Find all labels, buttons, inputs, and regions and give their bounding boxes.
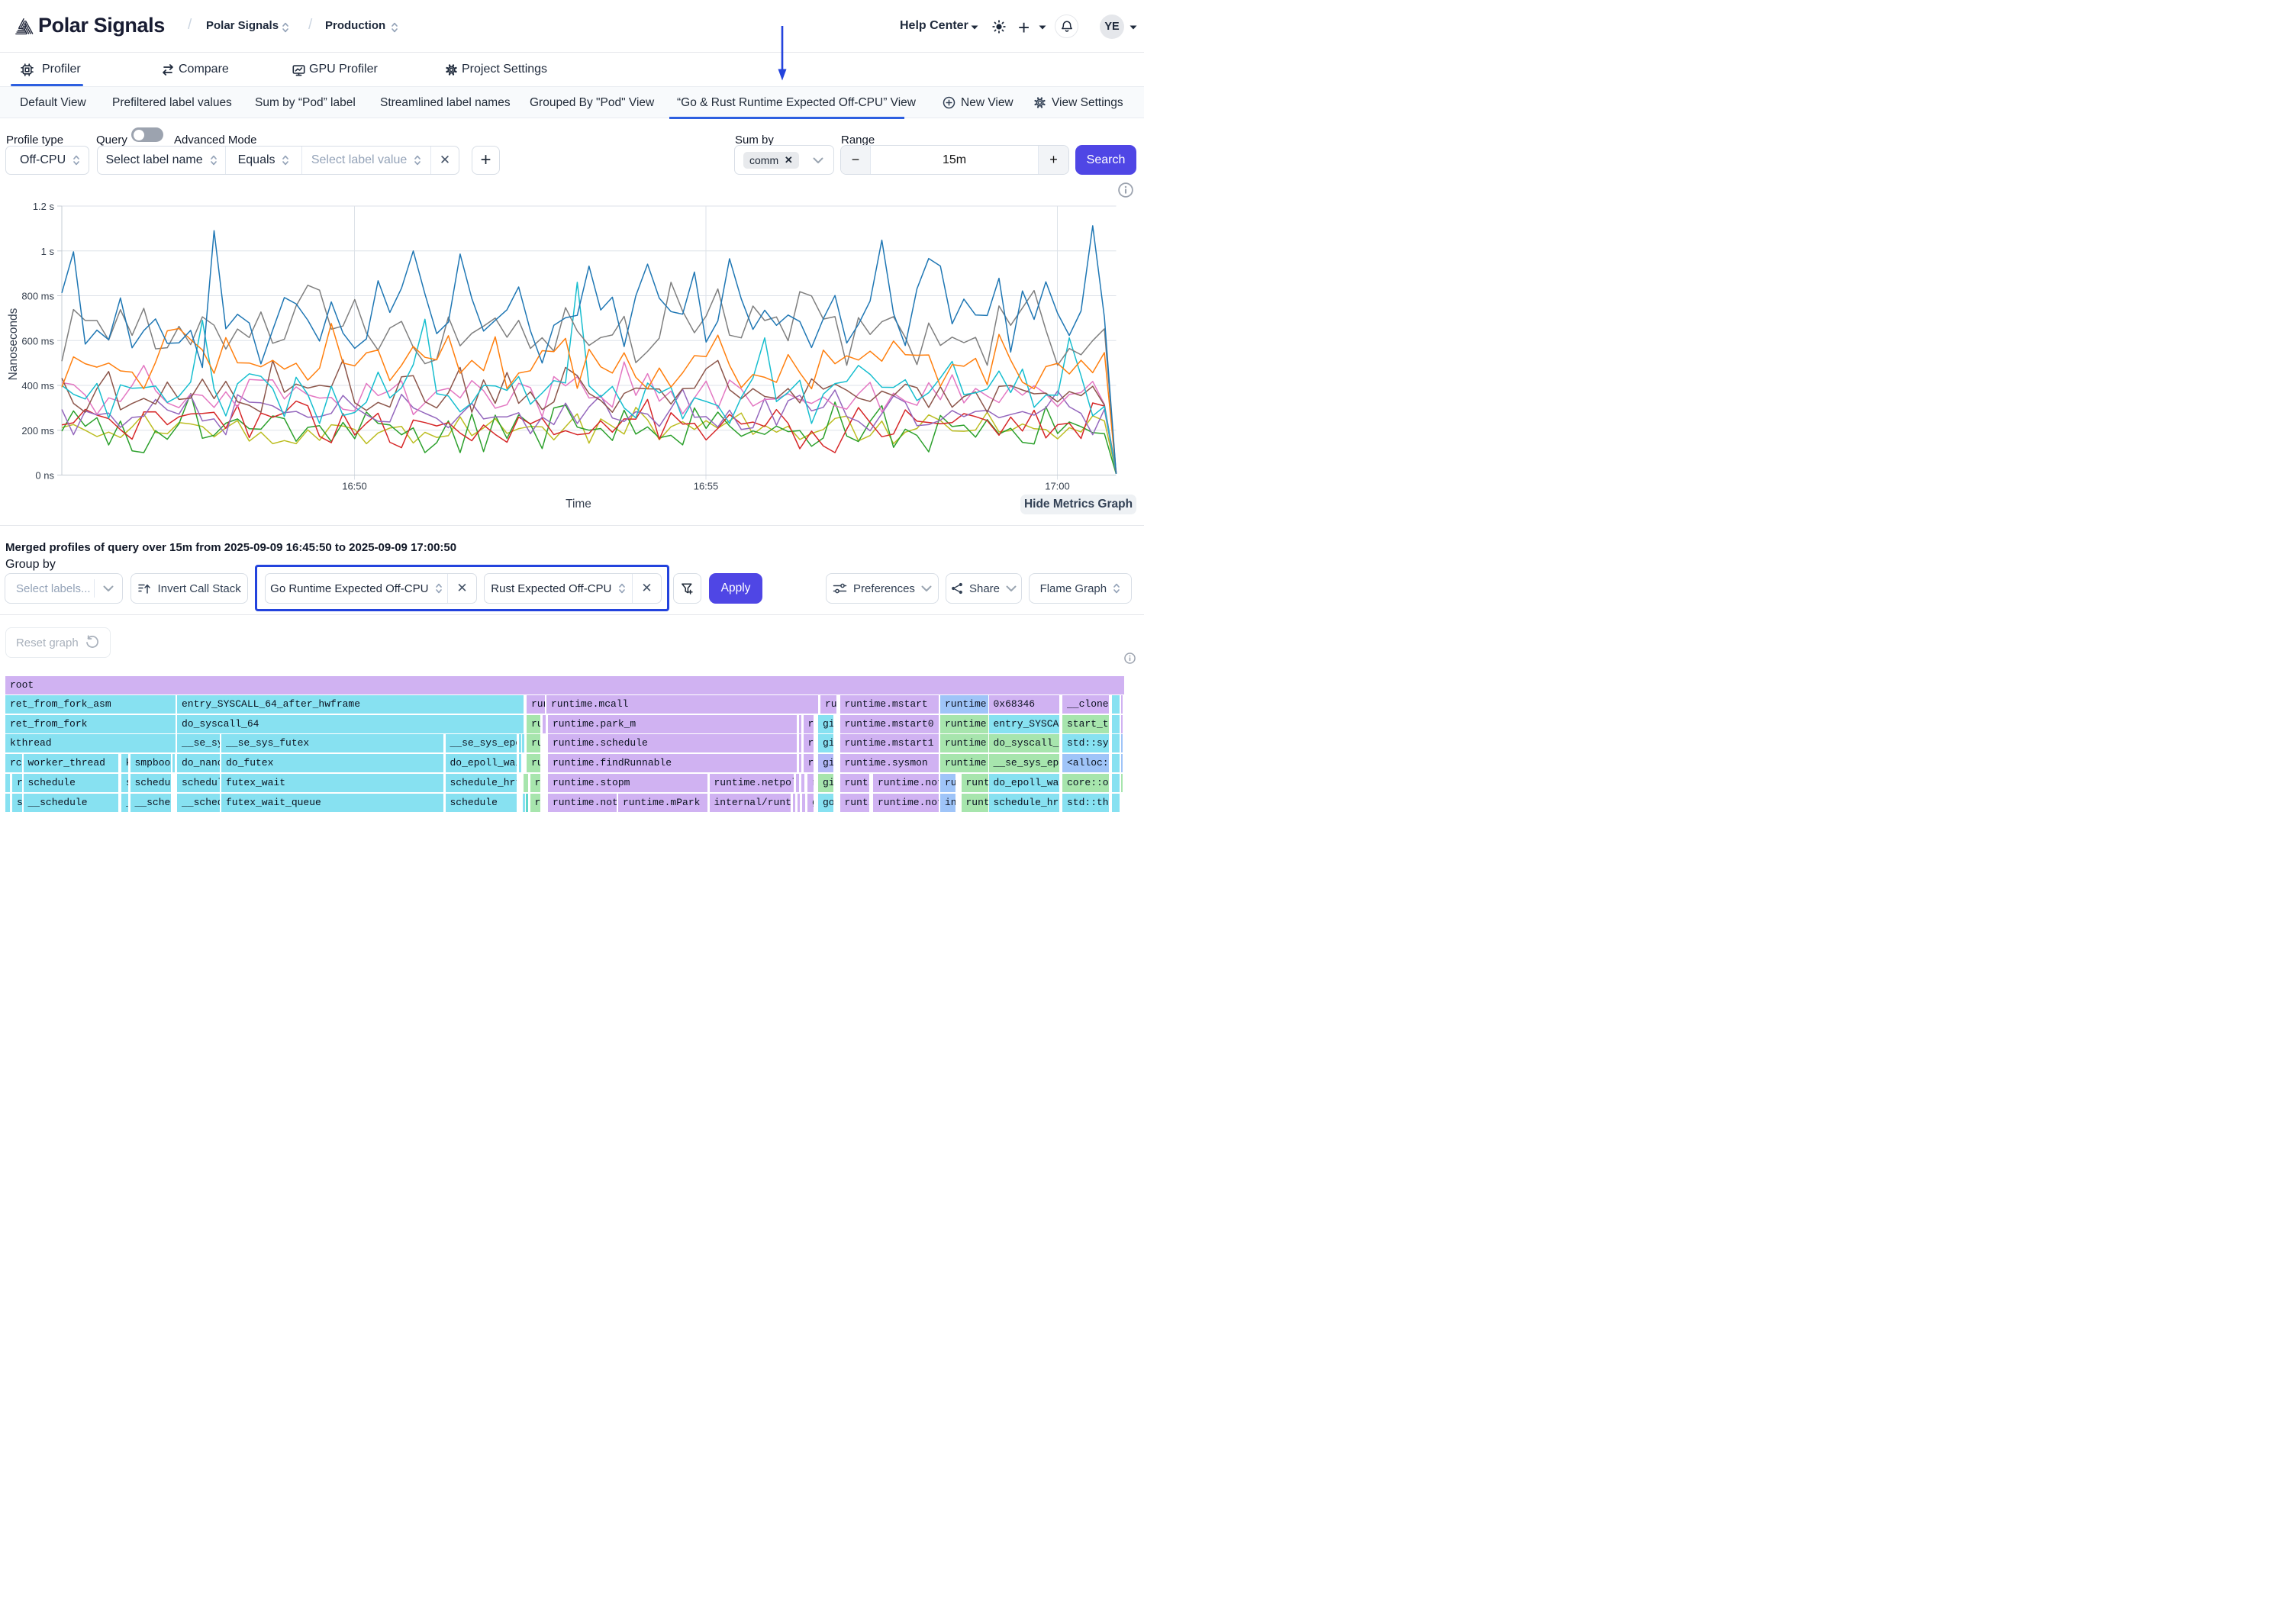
svg-text:16:55: 16:55 — [694, 481, 719, 492]
svg-text:16:50: 16:50 — [342, 481, 367, 492]
svg-text:400 ms: 400 ms — [21, 380, 54, 392]
svg-text:1.2 s: 1.2 s — [33, 201, 55, 212]
svg-text:Nanoseconds: Nanoseconds — [7, 308, 20, 380]
svg-text:0 ns: 0 ns — [35, 470, 54, 482]
svg-text:800 ms: 800 ms — [21, 291, 54, 302]
svg-text:1 s: 1 s — [41, 246, 55, 257]
svg-text:17:00: 17:00 — [1045, 481, 1070, 492]
svg-text:Time: Time — [566, 498, 591, 511]
svg-text:200 ms: 200 ms — [21, 425, 54, 437]
svg-text:600 ms: 600 ms — [21, 335, 54, 346]
